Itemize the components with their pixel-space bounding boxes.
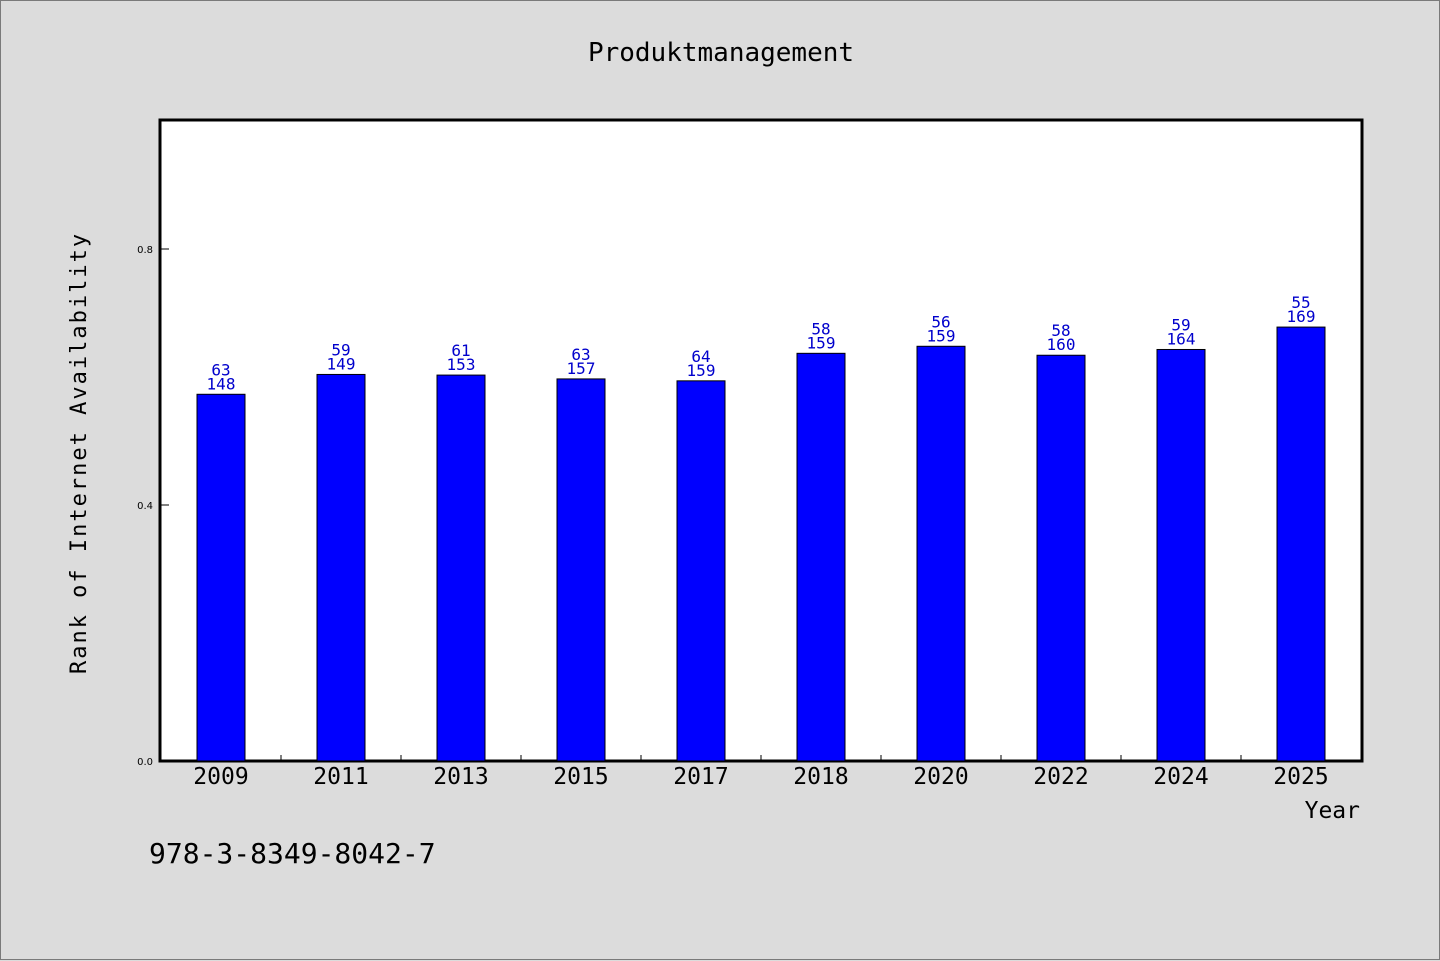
bar-label-bottom: 157 <box>567 359 596 378</box>
bar-label-top: 58 <box>1051 321 1070 340</box>
bar-2020 <box>916 345 966 762</box>
bar-label-top: 55 <box>1291 293 1310 312</box>
bar-series <box>196 326 1326 762</box>
bar-label-top: 58 <box>811 319 830 338</box>
y-tick-label: 0.8 <box>137 245 153 256</box>
y-tick-label: 0.0 <box>137 757 153 768</box>
x-tick-label: 2009 <box>193 764 248 790</box>
y-tick-label: 0.4 <box>137 501 153 512</box>
x-tick-label: 2013 <box>433 764 488 790</box>
bar-label-top: 61 <box>451 341 470 360</box>
x-axis-label: Year <box>1305 798 1360 824</box>
bar-label-bottom: 169 <box>1287 307 1316 326</box>
bar-2024 <box>1156 348 1206 762</box>
x-tick-label: 2015 <box>553 764 608 790</box>
bar-2025 <box>1276 326 1326 762</box>
x-tick-label: 2024 <box>1153 764 1208 790</box>
bar-label-bottom: 149 <box>327 354 356 373</box>
bar-label-top: 63 <box>211 360 230 379</box>
bar-label-bottom: 159 <box>807 333 836 352</box>
x-tick-label: 2025 <box>1273 764 1328 790</box>
bar-label-bottom: 164 <box>1167 329 1196 348</box>
bar-2018 <box>796 352 846 762</box>
x-tick-label: 2011 <box>313 764 368 790</box>
x-tick-label: 2018 <box>793 764 848 790</box>
y-axis: 0.0 0.4 0.8 <box>137 245 169 768</box>
bar-2015 <box>556 378 606 762</box>
bar-label-top: 64 <box>691 347 710 366</box>
x-axis: 2009 2011 2013 2015 2017 2018 2020 2022 2024 2025 <box>193 755 1329 790</box>
bar-label-top: 56 <box>931 312 950 331</box>
bar-label-top: 59 <box>331 340 350 359</box>
bar-2017 <box>676 380 726 762</box>
bar-2009 <box>196 393 246 762</box>
isbn-footnote: 978-3-8349-8042-7 <box>149 837 436 870</box>
y-axis-label: Rank of Internet Availability <box>67 232 92 674</box>
bar-label-top: 63 <box>571 345 590 364</box>
bar-2011 <box>316 373 366 762</box>
bar-label-top: 59 <box>1171 315 1190 334</box>
bar-label-bottom: 153 <box>447 355 476 374</box>
x-tick-label: 2020 <box>913 764 968 790</box>
chart-title: Produktmanagement <box>588 38 854 68</box>
bar-label-bottom: 159 <box>927 326 956 345</box>
x-tick-label: 2022 <box>1033 764 1088 790</box>
x-tick-label: 2017 <box>673 764 728 790</box>
bar-2022 <box>1036 354 1086 762</box>
bar-2013 <box>436 374 486 762</box>
bar-label-bottom: 160 <box>1047 335 1076 354</box>
bar-label-bottom: 159 <box>687 361 716 380</box>
bar-label-bottom: 148 <box>207 374 236 393</box>
